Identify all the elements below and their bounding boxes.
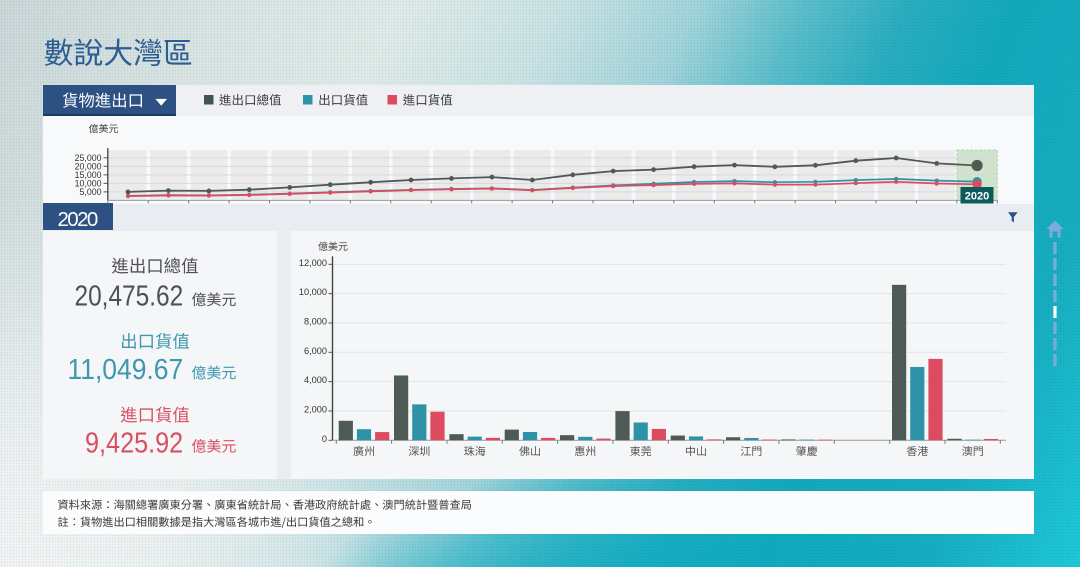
- svg-text:10,000: 10,000: [299, 287, 327, 297]
- svg-text:4,000: 4,000: [304, 375, 327, 385]
- svg-text:2020: 2020: [965, 191, 989, 203]
- svg-text:6,000: 6,000: [304, 346, 327, 356]
- svg-text:8,000: 8,000: [304, 316, 327, 326]
- svg-text:9,425.92: 9,425.92: [85, 428, 183, 460]
- svg-text:5,000: 5,000: [79, 187, 101, 197]
- svg-text:11,049.67: 11,049.67: [68, 354, 184, 386]
- svg-text:15,000: 15,000: [75, 170, 102, 180]
- svg-text:20,475.62: 20,475.62: [75, 281, 184, 313]
- svg-text:25,000: 25,000: [75, 153, 102, 163]
- svg-text:2020: 2020: [58, 208, 98, 231]
- svg-text:20,000: 20,000: [75, 161, 102, 171]
- svg-text:12,000: 12,000: [299, 258, 327, 268]
- svg-text:2,000: 2,000: [304, 404, 327, 414]
- svg-text:10,000: 10,000: [75, 178, 102, 188]
- svg-text:0: 0: [322, 434, 327, 444]
